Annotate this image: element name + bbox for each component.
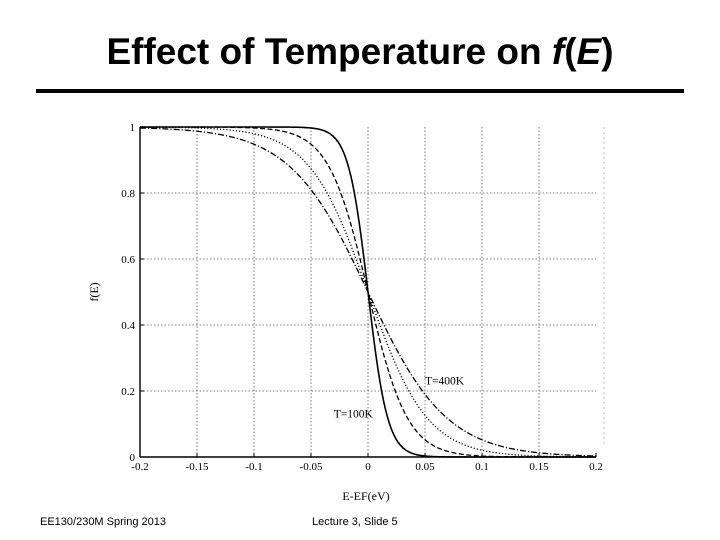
y-tick-label: 0.6 [121, 254, 135, 266]
slide-title-paren-open: ( [564, 31, 577, 72]
y-axis-label: f(E) [87, 282, 101, 301]
x-tick-label: 0.2 [589, 461, 603, 473]
slide-title-f: f [551, 31, 565, 72]
slide-title-text: Effect of Temperature on [106, 31, 552, 72]
x-axis-label: E-EF(eV) [342, 489, 389, 503]
y-tick-label: 0 [130, 452, 136, 464]
x-tick-label: -0.15 [186, 461, 209, 473]
curve-annotation: T=400K [425, 375, 465, 387]
x-tick-label: -0.05 [300, 461, 323, 473]
footer-course: EE130/230M Spring 2013 [40, 516, 166, 528]
y-tick-label: 0.2 [121, 386, 135, 398]
x-tick-label: 0.15 [529, 461, 549, 473]
x-tick-label: 0 [365, 461, 371, 473]
slide-title-paren-close: ) [601, 31, 614, 72]
slide-title-e: E [576, 31, 602, 72]
curve-annotation: T=100K [334, 408, 374, 420]
slide-title: Effect of Temperature on f(E) [0, 28, 720, 76]
x-tick-label: -0.1 [245, 461, 262, 473]
y-tick-label: 0.8 [121, 188, 135, 200]
footer-slide-number: Lecture 3, Slide 5 [312, 516, 398, 528]
y-tick-label: 1 [130, 122, 136, 134]
fermi-curve-400k [139, 127, 597, 457]
x-tick-label: 0.1 [475, 461, 489, 473]
x-tick-label: 0.05 [415, 461, 435, 473]
title-divider [36, 89, 684, 93]
x-tick-label: -0.2 [131, 461, 148, 473]
y-tick-label: 0.4 [121, 320, 135, 332]
